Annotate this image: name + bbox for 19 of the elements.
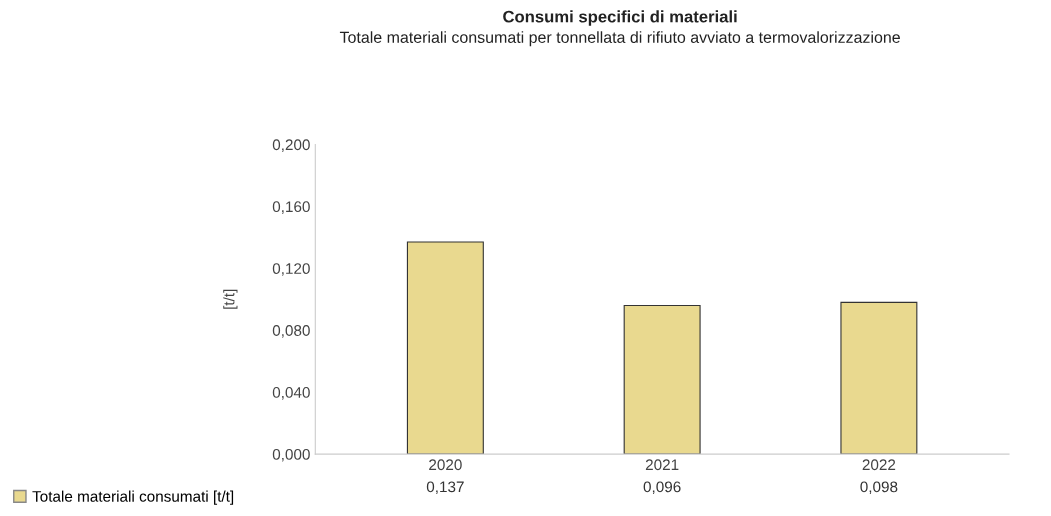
bar — [840, 301, 918, 455]
chart-subtitle: Totale materiali consumati per tonnellata di rifiuto avviato a termovalorizzazione — [339, 31, 900, 47]
legend-label: Totale materiali consumati [t/t] — [32, 490, 234, 505]
x-tick-label: 2020 — [429, 459, 462, 471]
bar — [406, 241, 484, 455]
y-axis-title: [t/t] — [223, 289, 238, 309]
y-tick-label: 0,200 — [272, 139, 310, 152]
chart-title: Consumi specifici di materiali — [503, 10, 737, 26]
y-tick-label: 0,040 — [272, 387, 310, 400]
data-label: 0,137 — [426, 481, 464, 495]
y-tick-label: 0,080 — [272, 325, 310, 338]
y-tick-label: 0,000 — [272, 448, 310, 462]
y-tick-label: 0,120 — [272, 263, 310, 276]
y-tick-label: 0,160 — [272, 201, 310, 214]
x-tick-label: 2022 — [862, 459, 896, 471]
x-tick-label: 2021 — [645, 459, 679, 471]
data-label: 0,098 — [860, 481, 898, 495]
data-label: 0,096 — [643, 481, 681, 495]
bar — [623, 304, 701, 455]
